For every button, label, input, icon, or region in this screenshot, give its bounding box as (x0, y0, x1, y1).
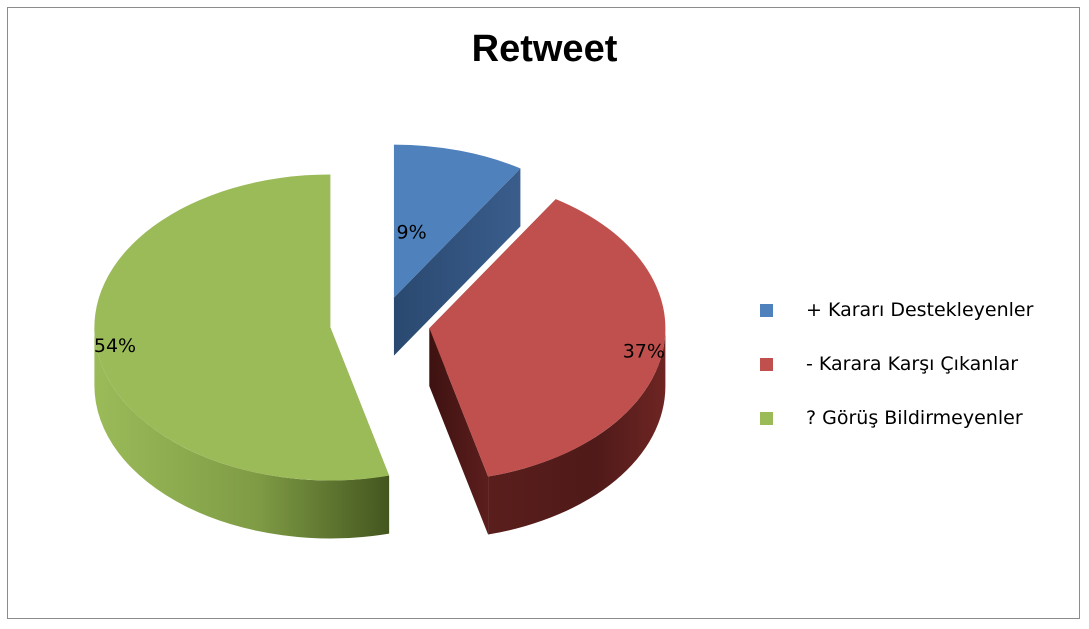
legend-label: + Kararı Destekleyenler (806, 299, 1034, 321)
pie-data-label: 54% (94, 335, 136, 357)
legend-swatch (760, 357, 773, 371)
pie-slice (429, 199, 666, 477)
pie-data-label: 9% (397, 221, 427, 243)
pie-slice-rim (488, 328, 666, 535)
legend-item: + Kararı Destekleyenler (760, 292, 1033, 328)
pie-slice (94, 174, 390, 481)
legend-item: - Karara Karşı Çıkanlar (760, 346, 1033, 382)
pie-slice (393, 144, 521, 298)
legend: + Kararı Destekleyenler - Karara Karşı Ç… (760, 292, 1033, 454)
legend-item: ? Görüş Bildirmeyenler (760, 400, 1033, 436)
legend-label: - Karara Karşı Çıkanlar (806, 353, 1019, 375)
legend-label: ? Görüş Bildirmeyenler (806, 407, 1023, 429)
pie-slice-rim (94, 327, 390, 539)
chart-title: Retweet (471, 28, 618, 70)
pie-slice-wall (393, 168, 521, 356)
legend-swatch (760, 411, 773, 425)
pie-slice-wall (429, 328, 489, 535)
legend-swatch (760, 303, 773, 317)
pie-data-label: 37% (623, 340, 665, 362)
